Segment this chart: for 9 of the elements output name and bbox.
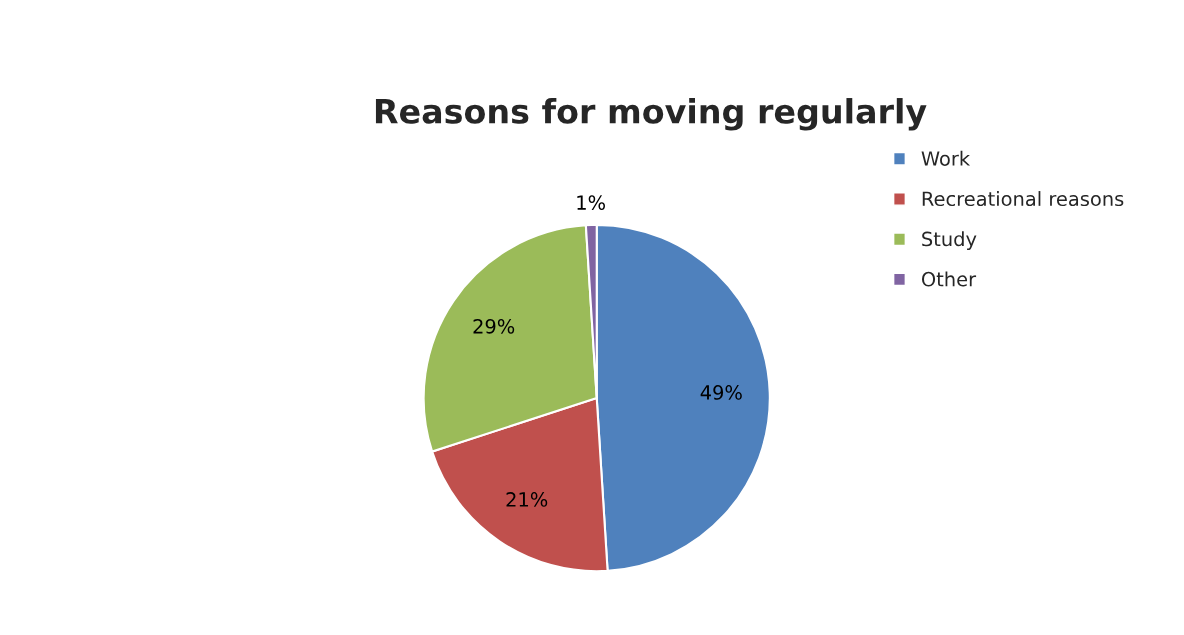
- legend-label: Recreational reasons: [922, 191, 1124, 207]
- chart-title: Reasons for moving regularly: [375, 98, 927, 131]
- data-label: 29%: [473, 318, 515, 334]
- legend-label: Other: [921, 271, 977, 287]
- legend-label: Study: [922, 231, 977, 251]
- data-label: 49%: [700, 385, 742, 400]
- data-label: 1%: [577, 195, 605, 210]
- data-label: 21%: [506, 492, 548, 507]
- legend-label: Work: [921, 150, 971, 166]
